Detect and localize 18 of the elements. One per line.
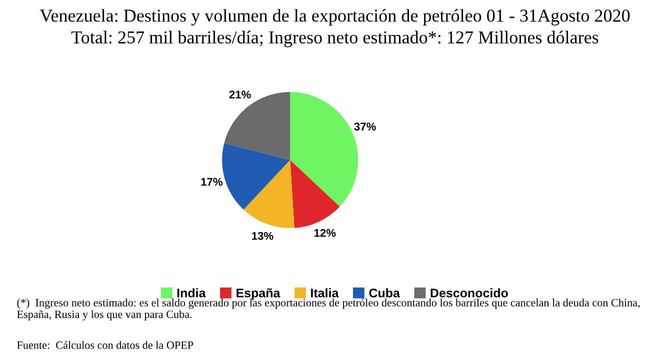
chart-title: Venezuela: Destinos y volumen de la exportación de petróleo 01 - 31Agosto 2020 — [40, 9, 630, 26]
pie-slice — [290, 160, 340, 228]
data-label: 37% — [354, 122, 376, 131]
pie-slice — [244, 160, 294, 228]
chart-subtitle: Total: 257 mil barriles/día; Ingreso neto estimado*: 127 Millones dólares — [71, 30, 598, 48]
pie-slice — [222, 143, 290, 210]
data-label: 17% — [201, 178, 223, 186]
legend-label: India — [177, 288, 206, 298]
pie-slice — [224, 92, 290, 160]
legend-label: España — [236, 288, 280, 300]
legend-label: Cuba — [369, 288, 400, 298]
legend-label: Desconocido — [430, 288, 508, 298]
data-label: 13% — [252, 232, 274, 240]
legend-label: Italia — [311, 288, 339, 298]
data-label: 21% — [229, 90, 251, 98]
text: (*) Ingreso neto estimado: es el saldo generado por las exportaciones de petróleo descontando los barriles que cancelan la deuda con China, España, Rusia y los que van para Cuba. — [17, 298, 640, 320]
data-label: 12% — [314, 229, 336, 237]
source-note: Fuente: Cálculos con datos de la OPEP — [17, 341, 194, 349]
